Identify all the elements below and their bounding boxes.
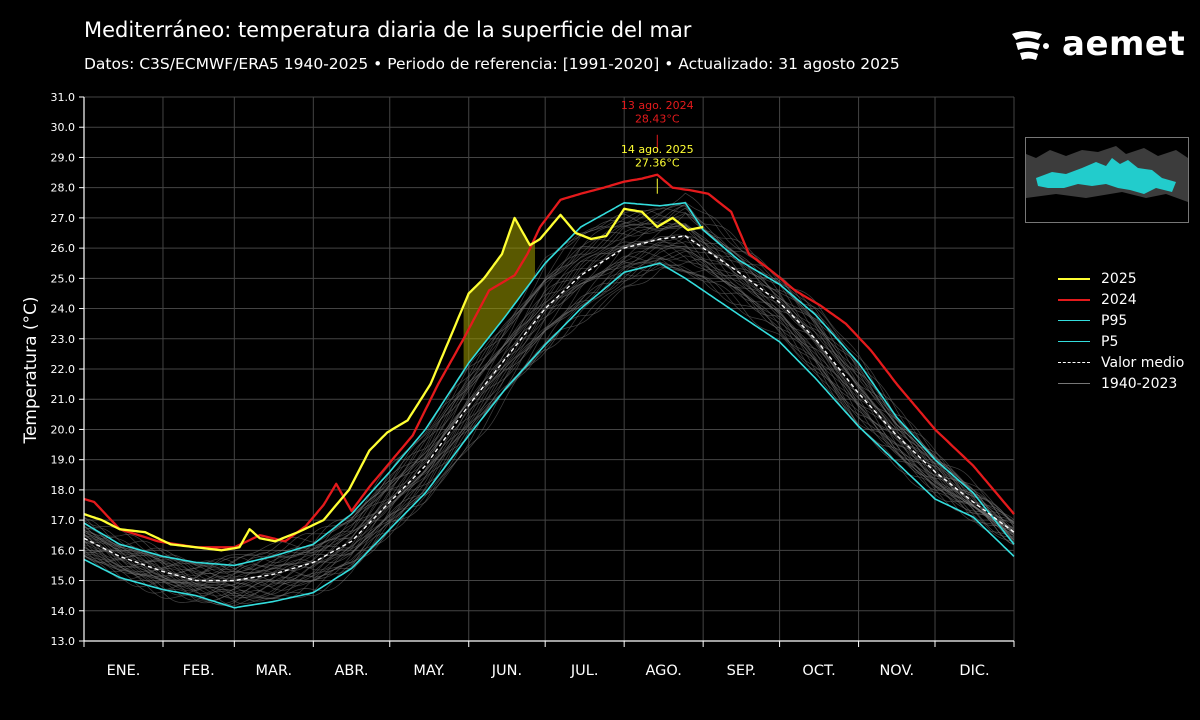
y-tick-label: 31.0: [51, 91, 76, 104]
historic-year-line: [83, 249, 1015, 599]
legend-swatch: [1058, 383, 1090, 384]
legend-swatch: [1058, 298, 1090, 301]
x-tick-label: AGO.: [645, 663, 681, 679]
y-tick-label: 30.0: [51, 121, 76, 134]
exceedance-area: [463, 217, 535, 371]
chart-subtitle: Datos: C3S/ECMWF/ERA5 1940-2025 • Period…: [84, 55, 900, 73]
historic-year-line: [83, 205, 1015, 574]
chart-title: Mediterráneo: temperatura diaria de la s…: [84, 18, 692, 42]
x-tick-label: DIC.: [959, 663, 989, 679]
y-tick-label: 28.0: [51, 182, 76, 195]
historic-year-line: [83, 241, 1015, 594]
aemet-emblem-icon: [1012, 31, 1049, 60]
historic-year-line: [83, 208, 1015, 569]
x-tick-label: FEB.: [183, 663, 215, 679]
legend-item: P95: [1058, 310, 1184, 331]
series-line-2025: [83, 207, 704, 552]
y-tick-label: 16.0: [51, 544, 76, 557]
historic-year-line: [83, 223, 1015, 578]
y-axis-label: Temperatura (°C): [21, 296, 41, 444]
y-tick-label: 14.0: [51, 605, 76, 618]
historic-year-line: [83, 244, 1015, 595]
historic-year-line: [83, 263, 1015, 605]
historic-year-line: [83, 204, 1015, 574]
x-tick-label: JUN.: [491, 663, 522, 679]
x-tick-label: ENE.: [107, 663, 141, 679]
mediterranean-map-inset: [1025, 137, 1189, 223]
y-tick-label: 21.0: [51, 393, 76, 406]
legend-label: Valor medio: [1101, 354, 1185, 371]
logo-text: aemet: [1062, 24, 1186, 64]
aemet-logo: aemet: [1008, 24, 1190, 66]
y-tick-label: 19.0: [51, 454, 76, 467]
legend: 2025 2024 P95 P5 Valor medio 1940-2023: [1058, 268, 1184, 394]
x-tick-label: ABR.: [335, 663, 369, 679]
y-tick-label: 25.0: [51, 272, 76, 285]
legend-swatch: [1058, 362, 1090, 363]
historic-year-line: [83, 209, 1015, 570]
legend-item: 2025: [1058, 268, 1184, 289]
x-tick-label: JUL.: [570, 663, 599, 679]
legend-label: P95: [1101, 312, 1128, 329]
legend-swatch: [1058, 341, 1090, 342]
series-line-valor-medio: [83, 235, 1015, 582]
y-tick-label: 13.0: [51, 635, 76, 648]
y-tick-label: 29.0: [51, 151, 76, 164]
legend-item: Valor medio: [1058, 352, 1184, 373]
annotation-value-2024: 28.43°C: [635, 112, 680, 125]
y-tick-label: 15.0: [51, 575, 76, 588]
annotation-value-2025: 27.36°C: [635, 157, 680, 170]
y-tick-label: 20.0: [51, 423, 76, 436]
y-tick-label: 26.0: [51, 242, 76, 255]
legend-label: 2024: [1101, 291, 1137, 308]
y-tick-label: 18.0: [51, 484, 76, 497]
x-tick-label: NOV.: [879, 663, 914, 679]
series-line-p5: [83, 262, 1015, 609]
x-tick-label: MAR.: [256, 663, 293, 679]
y-tick-label: 27.0: [51, 212, 76, 225]
series-line-p95: [83, 202, 1015, 567]
y-tick-label: 24.0: [51, 303, 76, 316]
legend-label: 1940-2023: [1101, 375, 1178, 392]
annotation-date-2024: 13 ago. 2024: [621, 99, 694, 112]
historic-year-line: [83, 222, 1015, 577]
y-tick-label: 17.0: [51, 514, 76, 527]
legend-label: P5: [1101, 333, 1119, 350]
annotation-date-2025: 14 ago. 2025: [621, 143, 694, 156]
historic-year-line: [83, 213, 1015, 582]
historic-year-line: [83, 266, 1015, 606]
historic-year-line: [83, 250, 1015, 601]
series-line-2024: [83, 173, 1015, 549]
y-tick-label: 22.0: [51, 363, 76, 376]
historic-year-line: [83, 207, 1015, 573]
legend-swatch: [1058, 320, 1090, 321]
x-tick-label: MAY.: [413, 663, 445, 679]
historic-year-line: [83, 264, 1015, 606]
legend-label: 2025: [1101, 270, 1137, 287]
historic-year-line: [83, 238, 1015, 588]
x-tick-label: OCT.: [802, 663, 835, 679]
legend-item: 2024: [1058, 289, 1184, 310]
historic-year-line: [83, 245, 1015, 597]
y-tick-label: 23.0: [51, 333, 76, 346]
legend-item: 1940-2023: [1058, 373, 1184, 394]
legend-swatch: [1058, 277, 1090, 280]
historic-year-line: [83, 235, 1015, 588]
historic-year-line: [83, 225, 1015, 580]
sea-area-icon: [1036, 158, 1176, 194]
x-tick-label: SEP.: [727, 663, 756, 679]
historic-year-line: [83, 246, 1015, 597]
historic-year-line: [83, 192, 1015, 575]
historic-year-line: [83, 225, 1015, 581]
historic-year-line: [83, 234, 1015, 585]
legend-item: P5: [1058, 331, 1184, 352]
